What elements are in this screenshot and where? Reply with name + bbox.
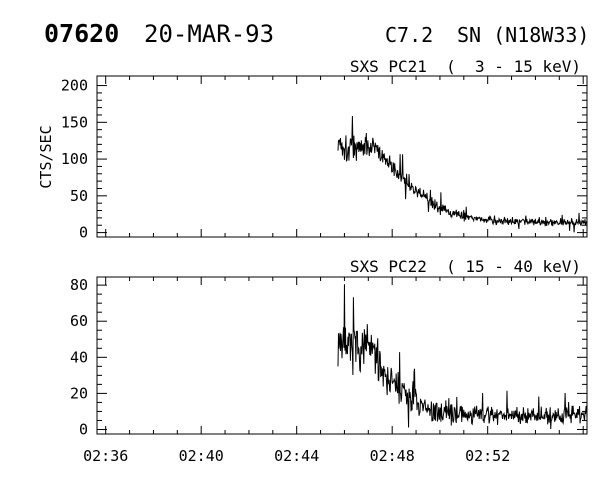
y-tick-label: 100 [61, 150, 88, 168]
y-tick-label: 200 [61, 77, 88, 95]
y-tick-label: 60 [70, 312, 88, 330]
x-tick-label: 02:40 [179, 447, 224, 465]
panel1-title: SXS PC21 ( 3 - 15 keV) [349, 57, 581, 76]
panel-border [96, 276, 588, 435]
x-tick-label: 02:44 [274, 447, 319, 465]
event-date: 20-MAR-93 [144, 20, 275, 48]
y-tick-label: 40 [70, 348, 88, 366]
goes-class: C7.2 [385, 23, 434, 47]
x-tick-label: 02:52 [465, 447, 510, 465]
y-tick-label: 0 [79, 224, 88, 242]
x-tick-label: 02:48 [370, 447, 415, 465]
y-tick-label: 150 [61, 113, 88, 131]
panel2-title: SXS PC22 ( 15 - 40 keV) [349, 257, 581, 276]
flare-type-location: SN (N18W33) [457, 23, 590, 47]
panel-border [96, 75, 588, 238]
x-tick-label: 02:36 [83, 447, 128, 465]
event-number: 07620 [44, 19, 120, 48]
y-tick-label: 20 [70, 384, 88, 402]
y-tick-label: 50 [70, 187, 88, 205]
y-tick-label: 80 [70, 276, 88, 294]
lightcurve-trace-pc21 [337, 116, 588, 233]
lightcurve-trace-pc22 [337, 284, 588, 429]
y-tick-label: 0 [79, 420, 88, 438]
